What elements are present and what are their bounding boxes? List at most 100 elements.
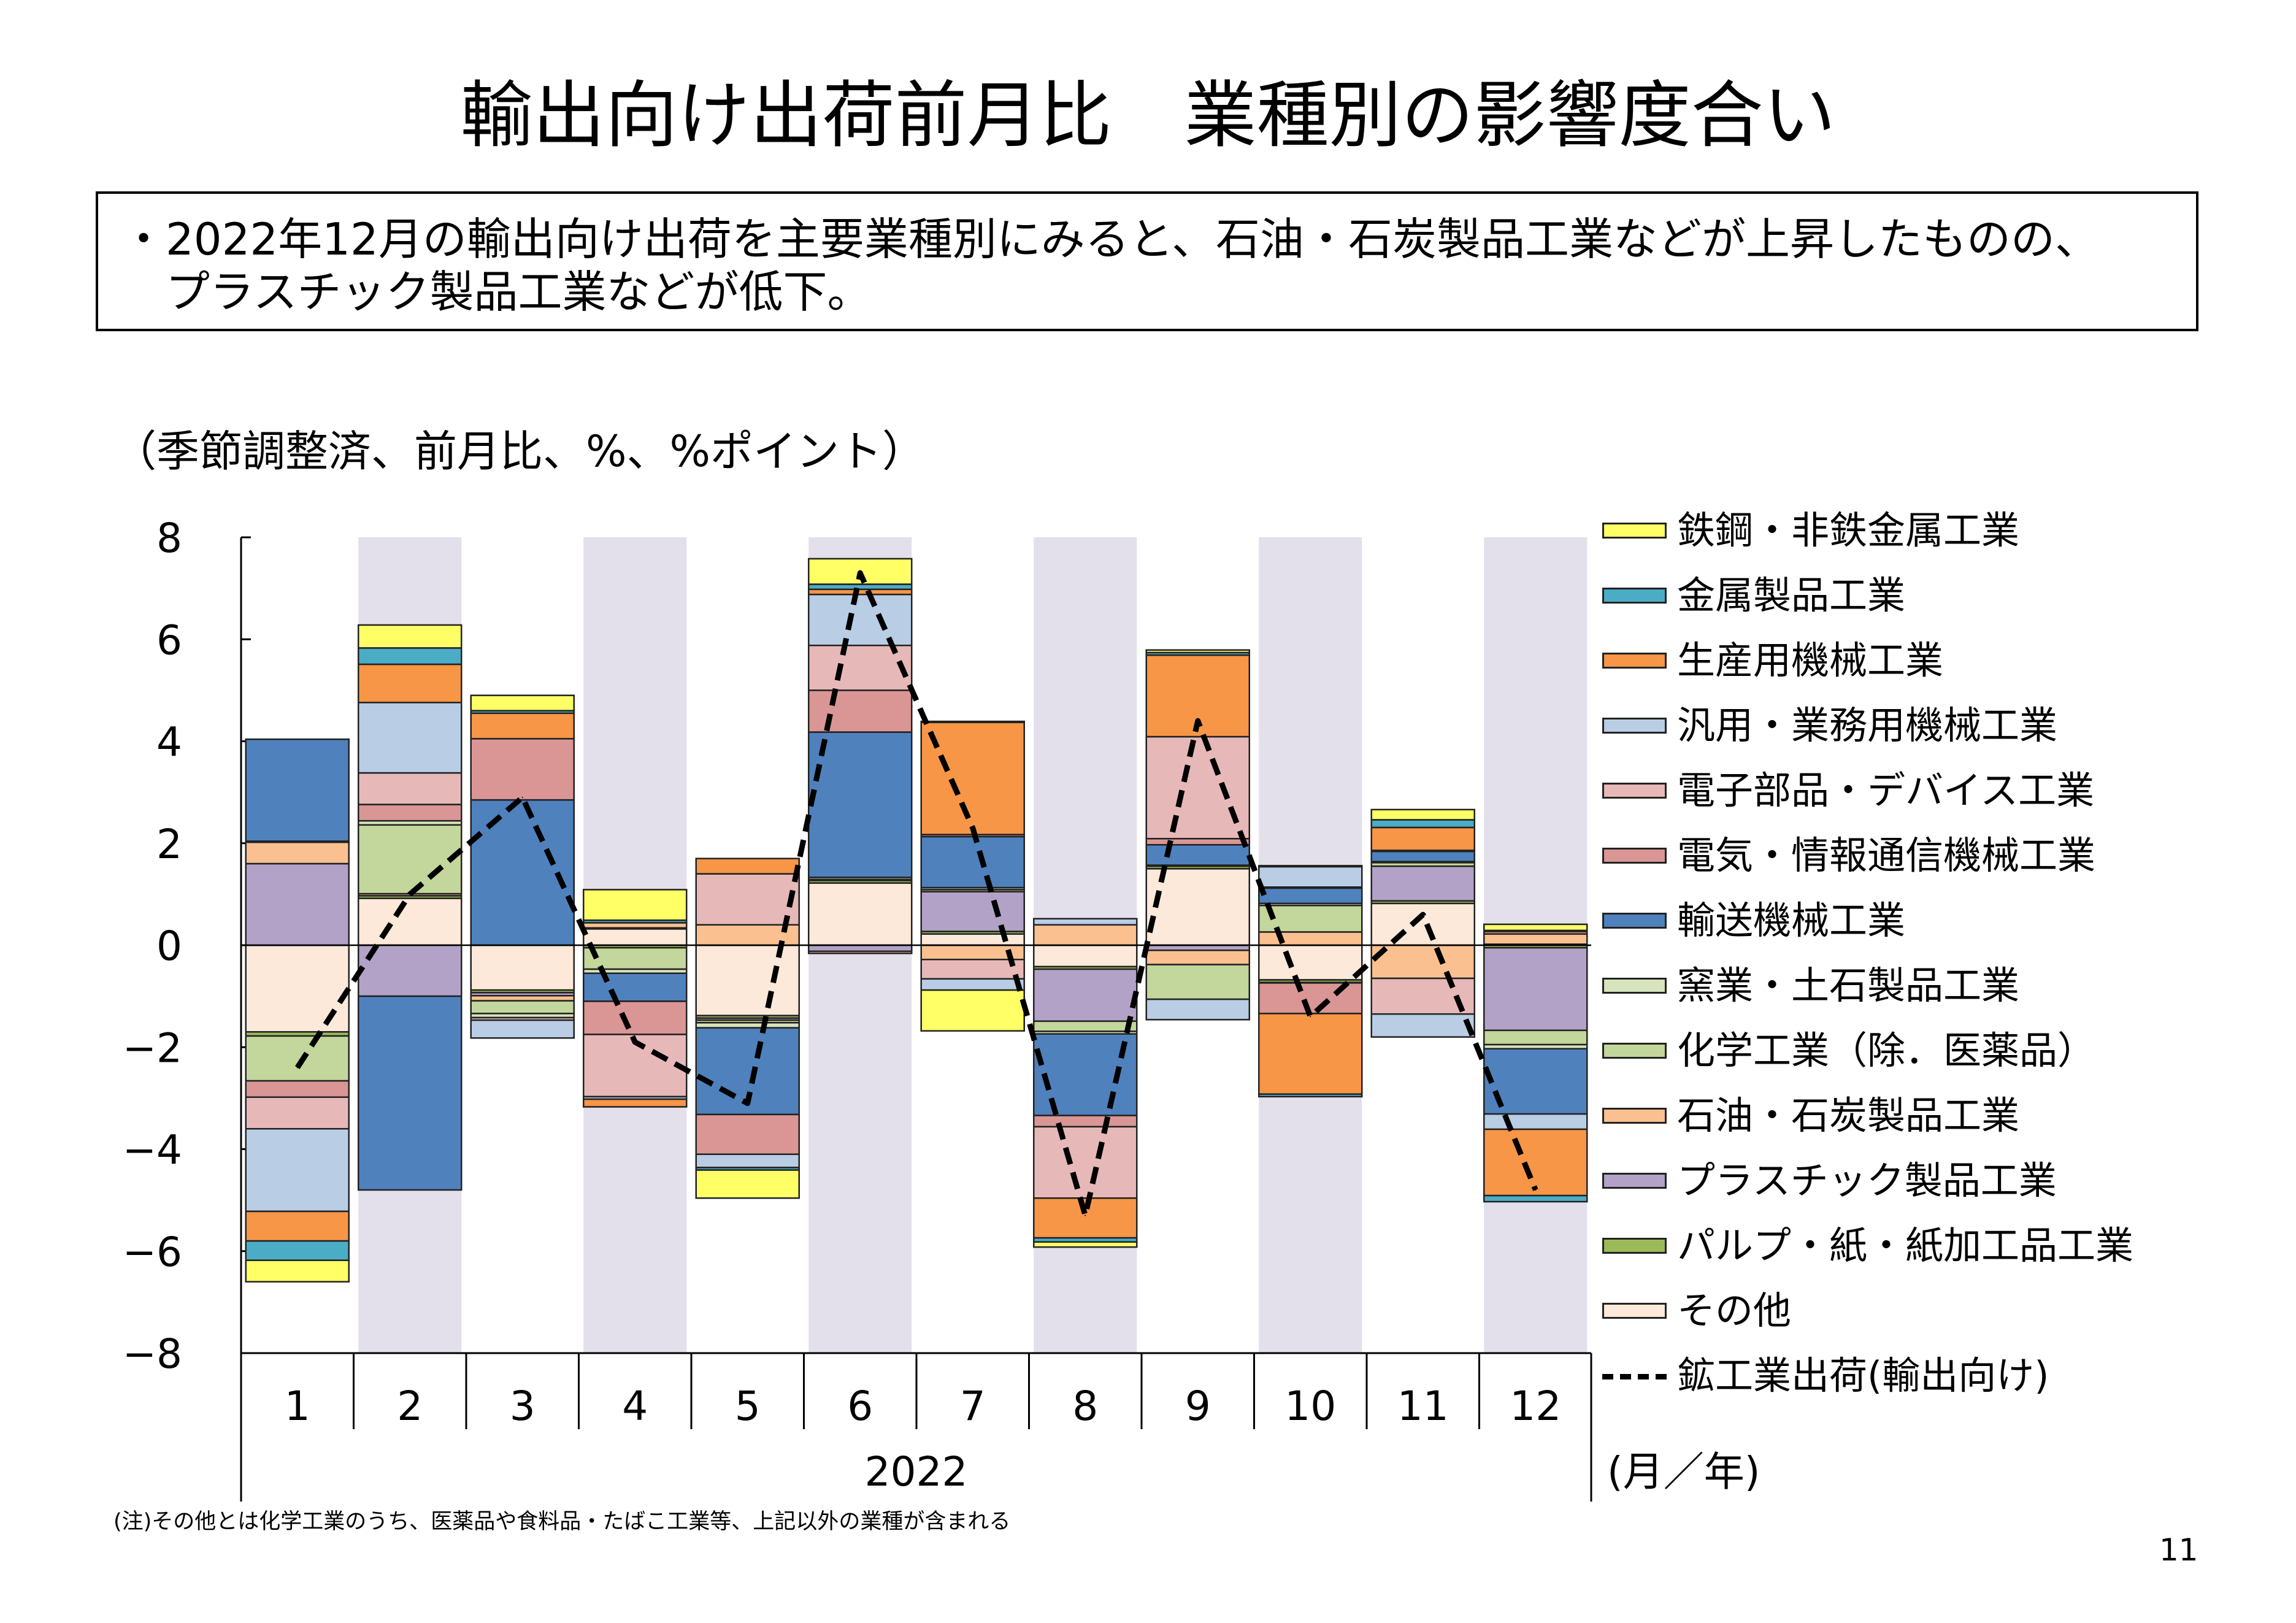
bar-segment xyxy=(920,720,1025,723)
bar-segment xyxy=(920,933,1025,946)
bar-segment xyxy=(1033,918,1138,926)
bar-segment xyxy=(358,702,463,774)
bar-segment xyxy=(1033,944,1138,968)
x-tick-label: 2 xyxy=(397,1383,423,1430)
legend-label: 鉄鋼・非鉄金属工業 xyxy=(1677,508,2020,553)
bar-segment xyxy=(920,978,1025,991)
bar-segment xyxy=(1483,1029,1588,1046)
bar-segment xyxy=(470,694,575,712)
bar-segment xyxy=(1145,838,1250,846)
bar-segment xyxy=(920,721,1025,835)
bar-segment xyxy=(470,738,575,801)
bar-segment xyxy=(695,1113,800,1156)
legend-label: 金属製品工業 xyxy=(1677,573,1906,618)
footnote: (注)その他とは化学工業のうち、医薬品や食料品・たばこ工業等、上記以外の業種が含… xyxy=(113,1510,1011,1534)
x-tick-label: 5 xyxy=(735,1383,761,1430)
line-point xyxy=(1085,1214,1086,1216)
bar-segment xyxy=(1033,1126,1138,1199)
bar-segment xyxy=(583,946,688,970)
bar-segment xyxy=(358,624,463,649)
y-tick-label: 6 xyxy=(156,616,182,664)
summary-line-2: プラスチック製品工業などが低下。 xyxy=(121,266,872,318)
bar-segment xyxy=(1145,649,1250,654)
line-point xyxy=(859,572,861,574)
bar-segment xyxy=(1033,1115,1138,1128)
summary-box: ・2022年12月の輸出向け出荷を主要業種別にみると、石油・石炭製品工業などが上… xyxy=(96,191,2198,331)
bar-segment xyxy=(1258,931,1363,946)
legend-label: プラスチック製品工業 xyxy=(1677,1158,2057,1203)
x-tick-label: 10 xyxy=(1284,1383,1336,1430)
bar-segment xyxy=(470,1000,575,1015)
bar-segment xyxy=(920,891,1025,932)
bar-segment xyxy=(1258,887,1363,905)
legend-label: その他 xyxy=(1677,1288,1792,1333)
bar-segment xyxy=(245,862,350,946)
legend-swatch xyxy=(1602,1108,1667,1124)
x-tick-label: 11 xyxy=(1397,1383,1449,1430)
line-point xyxy=(1535,1189,1537,1191)
bar-segment xyxy=(583,972,688,1002)
bar-segment xyxy=(1483,1113,1588,1130)
bar-segment xyxy=(1483,933,1588,945)
bar-segment xyxy=(358,647,463,666)
bar-segment xyxy=(583,1000,688,1035)
bar-segment xyxy=(1370,808,1475,821)
bar-segment xyxy=(245,1096,350,1130)
y-tick-label: −8 xyxy=(123,1330,182,1378)
legend-swatch xyxy=(1602,653,1667,669)
bar-segment xyxy=(1370,865,1475,902)
bar-segment xyxy=(920,989,1025,1032)
legend-swatch xyxy=(1602,978,1667,994)
bar-segment xyxy=(245,1128,350,1213)
line-point xyxy=(296,1067,298,1069)
bar-segment xyxy=(1370,944,1475,980)
bar-segment xyxy=(695,1153,800,1168)
bar-segment xyxy=(1258,865,1363,888)
bar-segment xyxy=(358,897,463,946)
bar-segment xyxy=(1370,850,1475,862)
x-tick-label: 8 xyxy=(1072,1383,1098,1430)
legend-swatch xyxy=(1602,1303,1667,1319)
bar-segment xyxy=(583,928,688,946)
legend-swatch xyxy=(1602,718,1667,734)
legend-swatch xyxy=(1602,913,1667,929)
legend-label: 電子部品・デバイス工業 xyxy=(1677,768,2095,813)
line-point xyxy=(747,1102,748,1104)
bar-segment xyxy=(808,731,913,878)
legend-swatch xyxy=(1602,1043,1667,1059)
legend-swatch xyxy=(1602,588,1667,604)
x-unit-label: (月／年) xyxy=(1607,1448,1760,1495)
x-tick-label: 6 xyxy=(847,1383,873,1430)
x-tick-label: 3 xyxy=(510,1383,536,1430)
bar-segment xyxy=(583,889,688,921)
bar-segment xyxy=(245,1240,350,1261)
line-point xyxy=(634,1041,636,1043)
y-tick-label: −4 xyxy=(123,1127,182,1174)
bar-segment xyxy=(695,858,800,875)
bar-segment xyxy=(470,944,575,991)
line-point xyxy=(1197,720,1199,722)
legend-label: 窯業・土石製品工業 xyxy=(1677,963,2020,1008)
bar-segment xyxy=(245,1259,350,1283)
bar-segment xyxy=(358,995,463,1191)
line-point xyxy=(409,893,411,895)
bar-segment xyxy=(358,663,463,704)
bar-segment xyxy=(245,841,350,865)
legend-label: 汎用・業務用機械工業 xyxy=(1677,703,2058,748)
x-tick-label: 12 xyxy=(1510,1383,1561,1430)
bar-segment xyxy=(245,1210,350,1242)
legend-label: 生産用機械工業 xyxy=(1677,638,1944,683)
x-group-label: 2022 xyxy=(865,1448,968,1495)
y-tick-label: −6 xyxy=(123,1229,182,1276)
page-number: 11 xyxy=(2159,1532,2198,1568)
x-tick-label: 7 xyxy=(960,1383,986,1430)
legend-label: 鉱工業出荷(輸出向け) xyxy=(1677,1353,2049,1398)
bar-segment xyxy=(695,944,800,1016)
bar-segment xyxy=(1370,1013,1475,1038)
legend-swatch xyxy=(1602,1238,1667,1254)
bar-segment xyxy=(1145,950,1250,965)
y-tick-label: 4 xyxy=(156,719,182,766)
bar-segment xyxy=(470,1019,575,1039)
bar-segment xyxy=(358,772,463,805)
